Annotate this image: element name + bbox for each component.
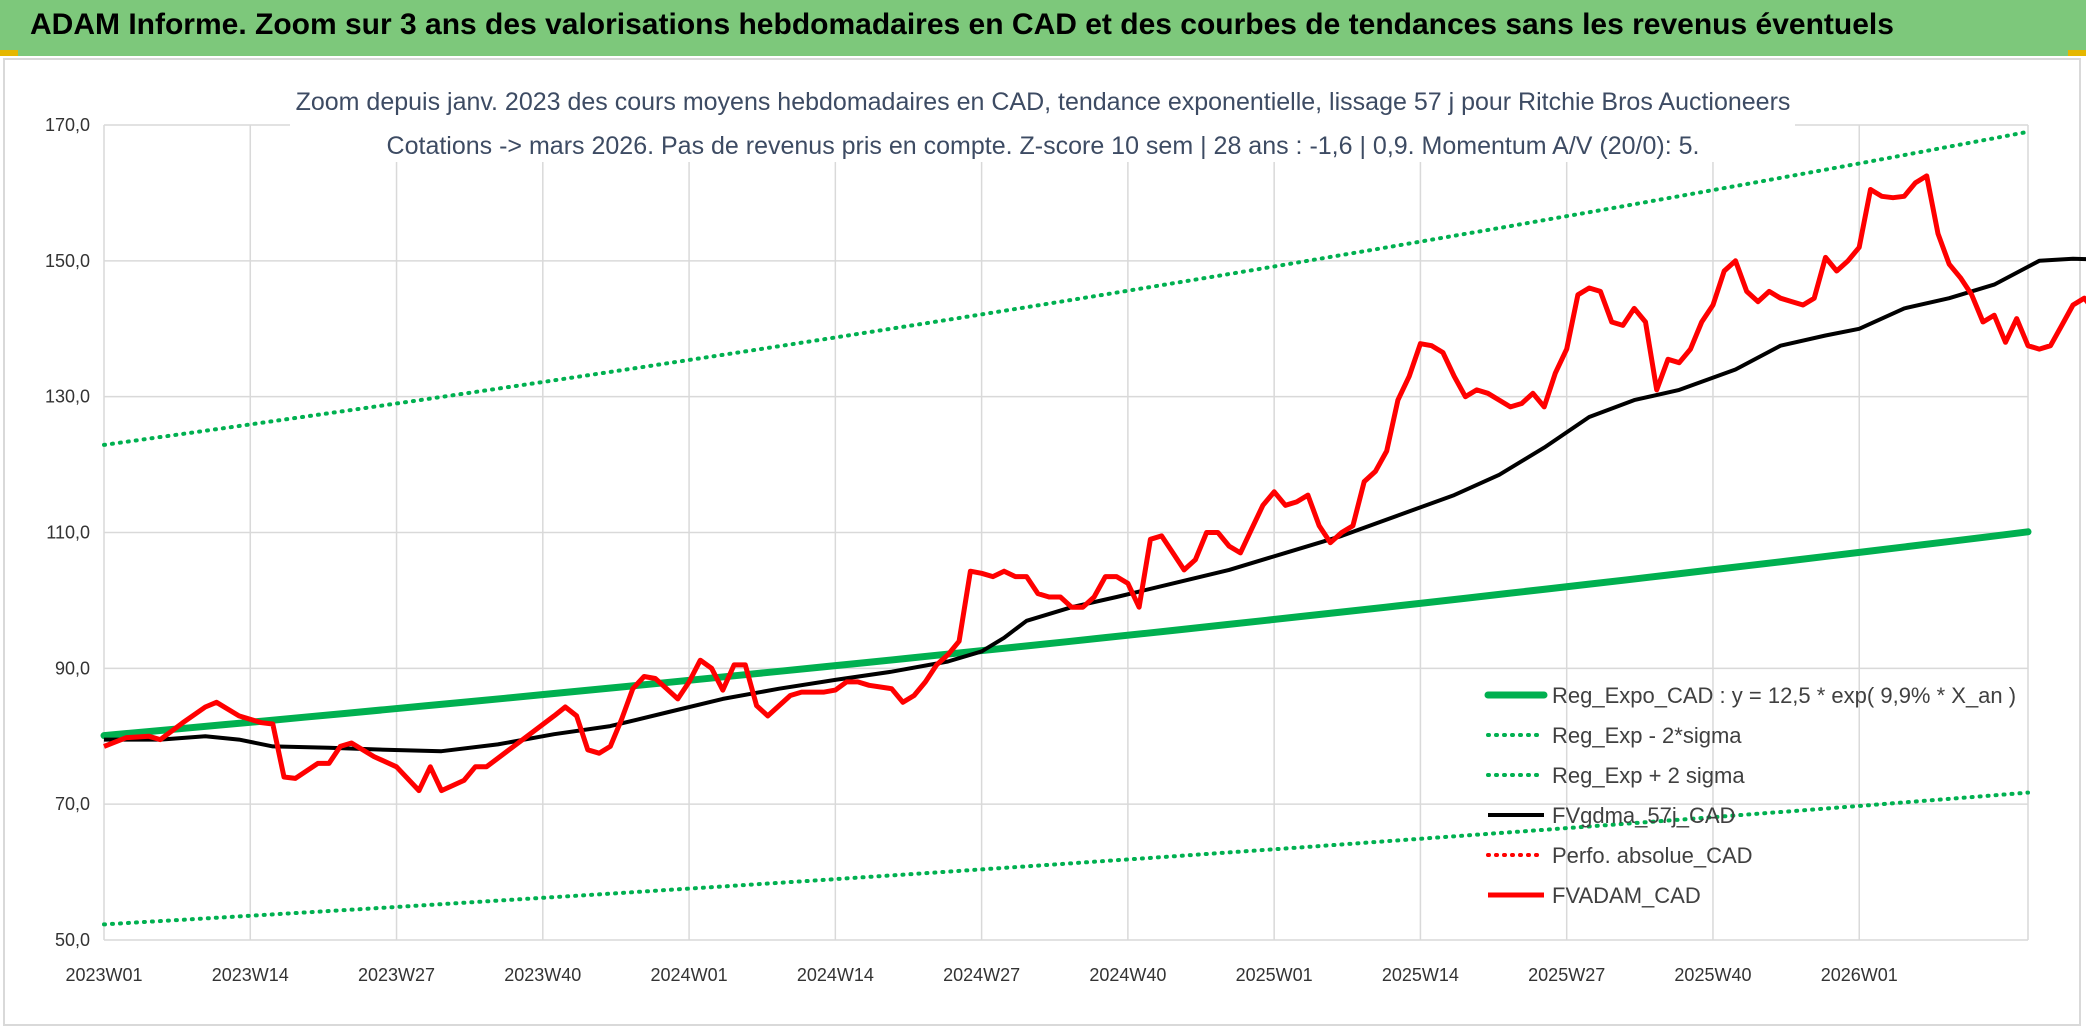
x-tick-label: 2026W01 xyxy=(1821,965,1898,985)
x-tick-label: 2023W27 xyxy=(358,965,435,985)
chart-subtitle: Cotations -> mars 2026. Pas de revenus p… xyxy=(387,132,1700,160)
y-tick-label: 170,0 xyxy=(45,115,90,135)
y-tick-label: 130,0 xyxy=(45,387,90,407)
x-tick-label: 2024W14 xyxy=(797,965,874,985)
y-tick-label: 90,0 xyxy=(55,658,90,678)
legend-label: FVADAM_CAD xyxy=(1552,883,1701,908)
y-tick-label: 110,0 xyxy=(46,523,90,543)
legend-label: Reg_Expo_CAD : y = 12,5 * exp( 9,9% * X_… xyxy=(1552,683,2016,708)
x-tick-label: 2024W01 xyxy=(651,965,728,985)
x-tick-label: 2025W14 xyxy=(1382,965,1459,985)
x-axis-labels: 2023W01 2023W14 2023W27 2023W40 2024W01 2024W… xyxy=(65,965,1897,985)
x-tick-label: 2025W01 xyxy=(1236,965,1313,985)
chart-grid xyxy=(104,125,2028,940)
legend-label: Perfo. absolue_CAD xyxy=(1552,843,1753,868)
y-tick-label: 50,0 xyxy=(55,930,90,950)
x-tick-label: 2023W14 xyxy=(212,965,289,985)
chart-series xyxy=(104,132,2086,925)
chart-title: Zoom depuis janv. 2023 des cours moyens … xyxy=(296,88,1791,116)
x-tick-label: 2025W27 xyxy=(1528,965,1605,985)
legend-label: FVgdma_57j_CAD xyxy=(1552,803,1735,828)
x-tick-label: 2024W27 xyxy=(943,965,1020,985)
legend-label: Reg_Exp + 2 sigma xyxy=(1552,763,1745,788)
x-tick-label: 2025W40 xyxy=(1674,965,1751,985)
x-tick-label: 2023W40 xyxy=(504,965,581,985)
series-line-3 xyxy=(104,259,2086,751)
y-axis-labels: 50,0 70,0 90,0 110,0 130,0 150,0 170,0 xyxy=(45,115,90,950)
legend-label: Reg_Exp - 2*sigma xyxy=(1552,723,1742,748)
y-tick-label: 70,0 xyxy=(55,794,90,814)
series-line-2 xyxy=(104,132,2028,445)
y-tick-label: 150,0 xyxy=(45,251,90,271)
x-tick-label: 2024W40 xyxy=(1089,965,1166,985)
x-tick-label: 2023W01 xyxy=(65,965,142,985)
